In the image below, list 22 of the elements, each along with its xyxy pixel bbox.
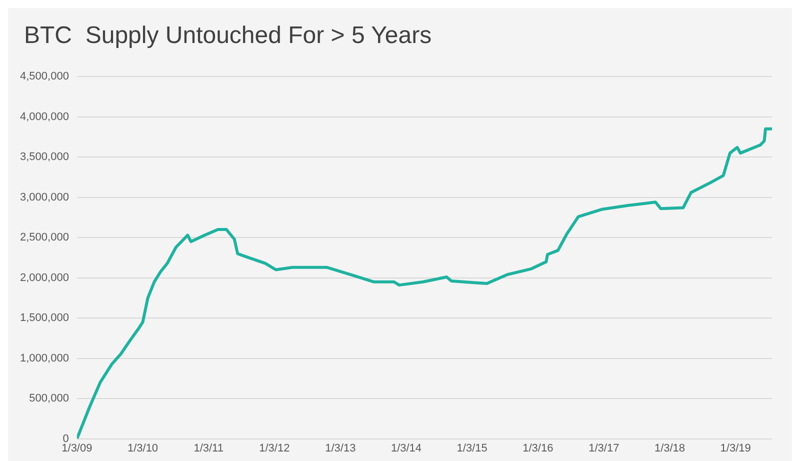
x-tick-label: 1/3/14 [390, 442, 422, 454]
x-tick-label: 1/3/10 [127, 442, 158, 454]
x-tick-label: 1/3/13 [325, 442, 356, 454]
x-tick-label: 1/3/18 [654, 442, 686, 454]
y-tick-label: 4,000,000 [20, 110, 69, 123]
x-tick-label: 1/3/16 [522, 442, 554, 454]
y-tick-label: 0 [62, 432, 69, 445]
x-tick-label: 1/3/19 [720, 442, 751, 454]
x-tick-label: 1/3/11 [194, 442, 224, 454]
y-tick-label: 2,500,000 [20, 232, 69, 244]
x-tick-label: 1/3/17 [588, 442, 620, 454]
y-tick-label: 3,000,000 [20, 191, 69, 204]
y-tick-label: 1,500,000 [20, 312, 69, 324]
y-tick-label: 4,500,000 [20, 70, 69, 83]
x-tick-label: 1/3/15 [456, 442, 488, 454]
y-tick-label: 2,000,000 [20, 272, 69, 284]
x-tick-label: 1/3/09 [62, 442, 92, 454]
x-tick-label: 1/3/12 [259, 442, 290, 454]
chart-title: BTC Supply Untouched For > 5 Years [23, 21, 433, 51]
y-tick-label: 1,000,000 [20, 352, 69, 364]
y-tick-label: 3,500,000 [20, 151, 69, 164]
y-tick-label: 500,000 [29, 392, 69, 405]
